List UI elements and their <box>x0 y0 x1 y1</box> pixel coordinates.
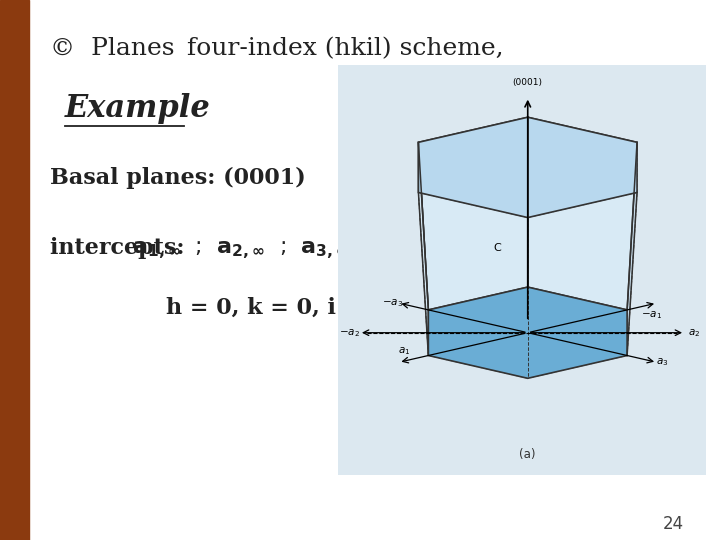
Polygon shape <box>528 117 637 310</box>
Text: $-a_3$: $-a_3$ <box>382 297 403 309</box>
Text: $a_3$: $a_3$ <box>657 356 669 368</box>
Text: four-index (hkil) scheme,: four-index (hkil) scheme, <box>187 37 504 60</box>
Polygon shape <box>418 192 528 379</box>
Text: Basal planes: (0001): Basal planes: (0001) <box>50 167 306 189</box>
Text: 24: 24 <box>663 515 684 533</box>
Text: Example: Example <box>65 92 210 124</box>
Polygon shape <box>627 143 637 355</box>
Text: $a_1$: $a_1$ <box>398 345 410 356</box>
Text: h = 0, k = 0, i = 0, l = 1: h = 0, k = 0, i = 0, l = 1 <box>166 297 459 319</box>
Polygon shape <box>418 143 428 355</box>
Polygon shape <box>528 192 637 379</box>
Text: (0001): (0001) <box>513 78 543 87</box>
Polygon shape <box>418 117 637 218</box>
Text: intercepts:: intercepts: <box>50 238 193 259</box>
Text: $a_2$: $a_2$ <box>688 327 701 339</box>
Text: (a): (a) <box>520 448 536 461</box>
Text: $-a_1$: $-a_1$ <box>641 309 662 321</box>
Bar <box>0 0 29 540</box>
Text: C: C <box>493 242 501 253</box>
Text: $\mathbf{a_{1,\infty}}$  ;  $\mathbf{a_{2,\infty}}$  ;  $\mathbf{a_{3,\infty}}$ : $\mathbf{a_{1,\infty}}$ ; $\mathbf{a_{2,… <box>132 235 442 261</box>
Text: ©  Planes: © Planes <box>50 37 175 60</box>
Polygon shape <box>428 287 627 379</box>
Text: $-a_2$: $-a_2$ <box>339 327 360 339</box>
Polygon shape <box>418 117 528 310</box>
